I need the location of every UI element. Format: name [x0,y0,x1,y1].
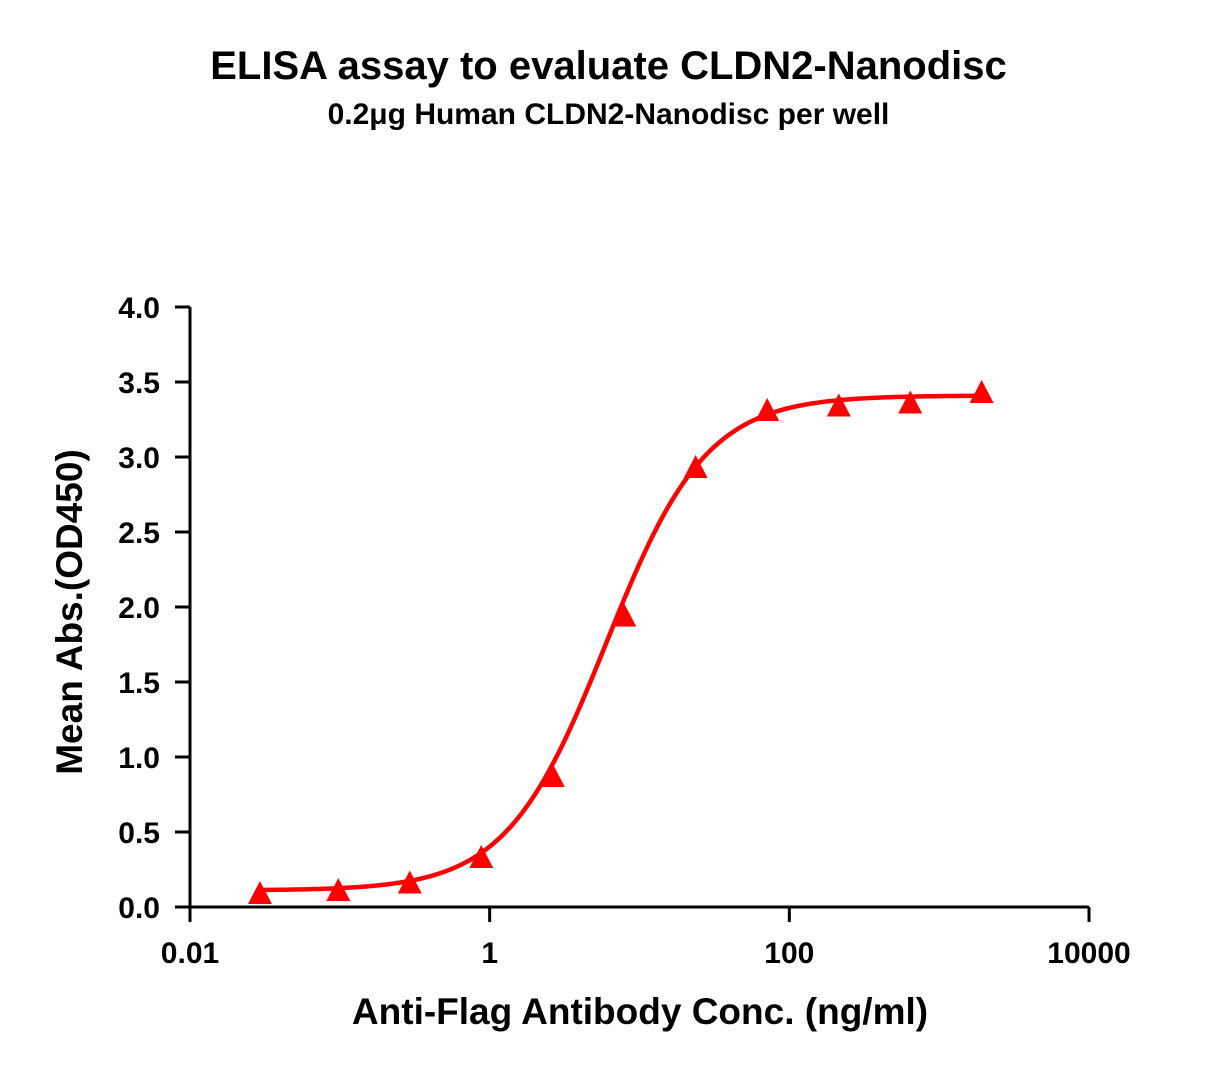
y-tick-label: 3.0 [118,442,160,475]
data-point [755,398,780,421]
y-tick-label: 4.0 [118,292,160,325]
y-tick-label: 2.5 [118,517,160,550]
y-tick-label: 3.5 [118,367,160,400]
data-point [898,390,923,414]
y-axis-title: Mean Abs.(OD450) [49,449,90,775]
chart-title: ELISA assay to evaluate CLDN2-Nanodisc [210,44,1007,88]
y-tick-label: 1.5 [118,667,160,700]
data-point [326,878,351,901]
x-tick-label: 1 [481,937,498,970]
data-points-layer [247,380,994,904]
fit-curve-layer [259,393,982,893]
x-axis-title: Anti-Flag Antibody Conc. (ng/ml) [352,991,928,1032]
x-tick-label: 0.01 [161,937,219,970]
x-tick-label: 100 [764,937,814,970]
data-point [397,870,422,894]
y-tick-label: 0.5 [118,817,160,850]
data-point [826,393,851,417]
x-axis: 0.01 1 100 10000 [161,905,1131,970]
x-tick-label: 10000 [1047,937,1130,970]
y-tick-label: 1.0 [118,742,160,775]
data-point [683,455,708,478]
y-tick-label: 2.0 [118,592,160,625]
y-tick-label: 0.0 [118,892,160,925]
data-point [969,380,994,403]
data-point [247,881,272,904]
data-point [540,764,565,787]
chart-subtitle: 0.2μg Human CLDN2-Nanodisc per well [327,98,890,131]
data-point [469,845,494,868]
data-point [612,603,637,627]
fit-curve [259,393,982,893]
y-axis: 0.0 0.5 1.0 1.5 2.0 2.5 3.0 3.5 4.0 [118,292,192,925]
